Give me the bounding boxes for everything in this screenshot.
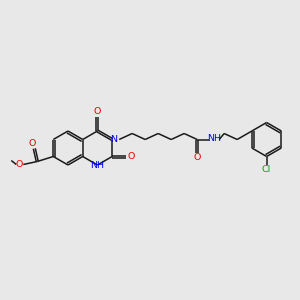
Text: O: O (28, 139, 36, 148)
Text: N: N (110, 135, 117, 144)
Text: O: O (94, 107, 101, 116)
Text: O: O (194, 153, 201, 162)
Text: O: O (128, 152, 135, 161)
Text: Cl: Cl (262, 165, 271, 174)
Text: O: O (16, 160, 23, 169)
Text: NH: NH (207, 134, 221, 143)
Text: NH: NH (90, 161, 104, 170)
